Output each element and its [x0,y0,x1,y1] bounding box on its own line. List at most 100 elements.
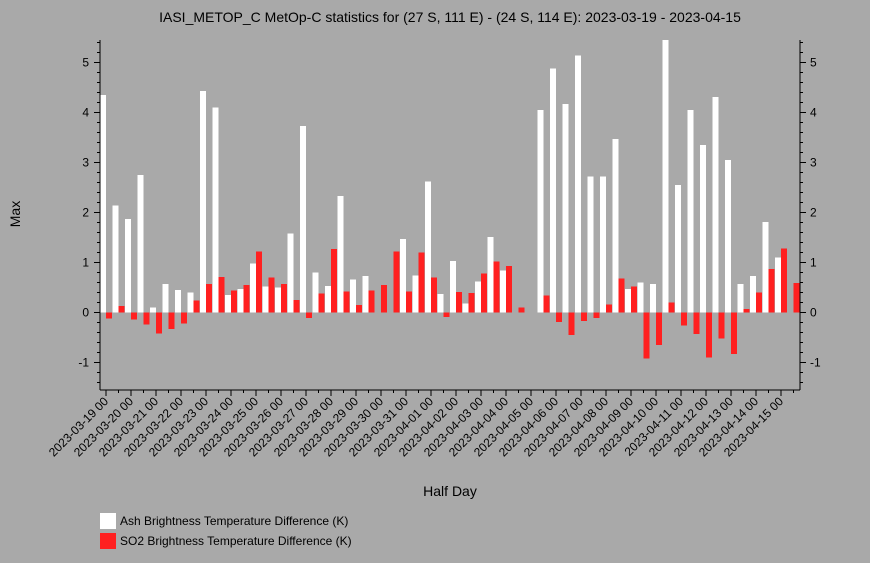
ash-bar [287,233,294,313]
so2-bar [331,249,337,313]
so2-bar [681,312,687,326]
so2-bar [643,312,650,359]
ash-bar [687,110,694,313]
so2-bar [518,307,525,313]
so2-bar [193,300,200,313]
ash-bar [112,205,119,313]
ash-bar [312,272,319,313]
ash-bar [412,275,419,313]
ash-bar [262,286,269,313]
ash-bar [487,237,494,313]
ash-bar [187,292,194,313]
so2-bar [281,284,287,313]
ash-bar [150,307,156,313]
ash-bar [437,294,444,313]
ash-bar [762,222,769,313]
ash-bar [587,176,594,313]
so2-bar [631,286,637,313]
legend-swatch-ash [100,513,116,529]
y-tick-label-right: 1 [810,256,817,270]
ash-bar [450,261,456,313]
y-tick-label-right: 4 [810,106,817,120]
ash-bar [162,284,169,313]
so2-bar [231,290,237,313]
so2-bar [781,248,787,313]
so2-bar [156,312,162,334]
so2-bar [668,302,675,313]
ash-bar [775,257,781,313]
so2-bar [431,277,437,313]
ash-bar [562,104,569,313]
ash-bar [712,97,719,313]
so2-bar [656,312,662,345]
so2-bar [243,285,250,313]
ash-bar [537,110,544,313]
ash-bar [275,287,281,313]
so2-bar [731,312,737,354]
y-tick-label-left: 4 [82,106,89,120]
y-tick-label-right: 2 [810,206,817,220]
legend-swatch-so2 [100,533,116,549]
ash-bar [725,160,731,313]
so2-bar [556,312,562,322]
so2-bar [143,312,150,325]
ash-bar [575,55,581,313]
ash-bar [750,276,756,313]
ash-bar [125,219,131,313]
so2-bar [768,269,775,313]
y-tick-label-left: 5 [82,56,89,70]
ash-bar [650,284,656,313]
ash-bar [425,181,431,313]
so2-bar [618,278,625,313]
ash-bar [550,68,556,313]
so2-bar [493,261,500,313]
so2-bar [593,312,600,318]
ash-bar [200,91,206,313]
ash-bar [237,289,244,313]
y-tick-label-right: 5 [810,56,817,70]
so2-bar [406,291,412,313]
so2-bar [581,312,587,321]
ash-bar [462,303,469,313]
ash-bar [637,282,644,313]
so2-bar [318,293,325,313]
so2-bar [606,304,612,313]
ash-bar [612,139,619,313]
ash-bar [475,281,481,313]
ash-bar [175,290,181,313]
ash-bar [737,284,744,313]
so2-bar [181,312,187,324]
so2-bar [118,306,125,313]
so2-bar [343,291,350,313]
so2-bar [456,292,462,313]
so2-bar [168,312,175,329]
ash-bar [662,40,669,313]
so2-bar [568,312,575,335]
so2-bar [756,292,762,313]
ash-bar [225,295,231,313]
ash-bar [350,279,356,313]
x-axis-label: Half Day [423,483,477,499]
so2-bar [443,312,450,317]
so2-bar [393,251,400,313]
so2-bar [268,277,275,313]
so2-bar [306,312,312,318]
so2-bar [218,277,225,313]
legend-label-ash: Ash Brightness Temperature Difference (K… [120,514,349,528]
ash-bar [337,196,344,313]
ash-bar [600,176,606,313]
ash-bar [212,107,219,313]
ash-bar [700,145,706,313]
so2-bar [543,295,550,313]
so2-bar [706,312,712,358]
so2-bar [418,252,425,313]
ash-bar [625,289,631,313]
y-tick-label-left: -1 [78,356,89,370]
so2-bar [506,266,512,313]
so2-bar [356,305,362,313]
ash-bar [675,185,681,313]
ash-bar [500,270,506,313]
so2-bar [693,312,700,334]
so2-bar [718,312,725,339]
